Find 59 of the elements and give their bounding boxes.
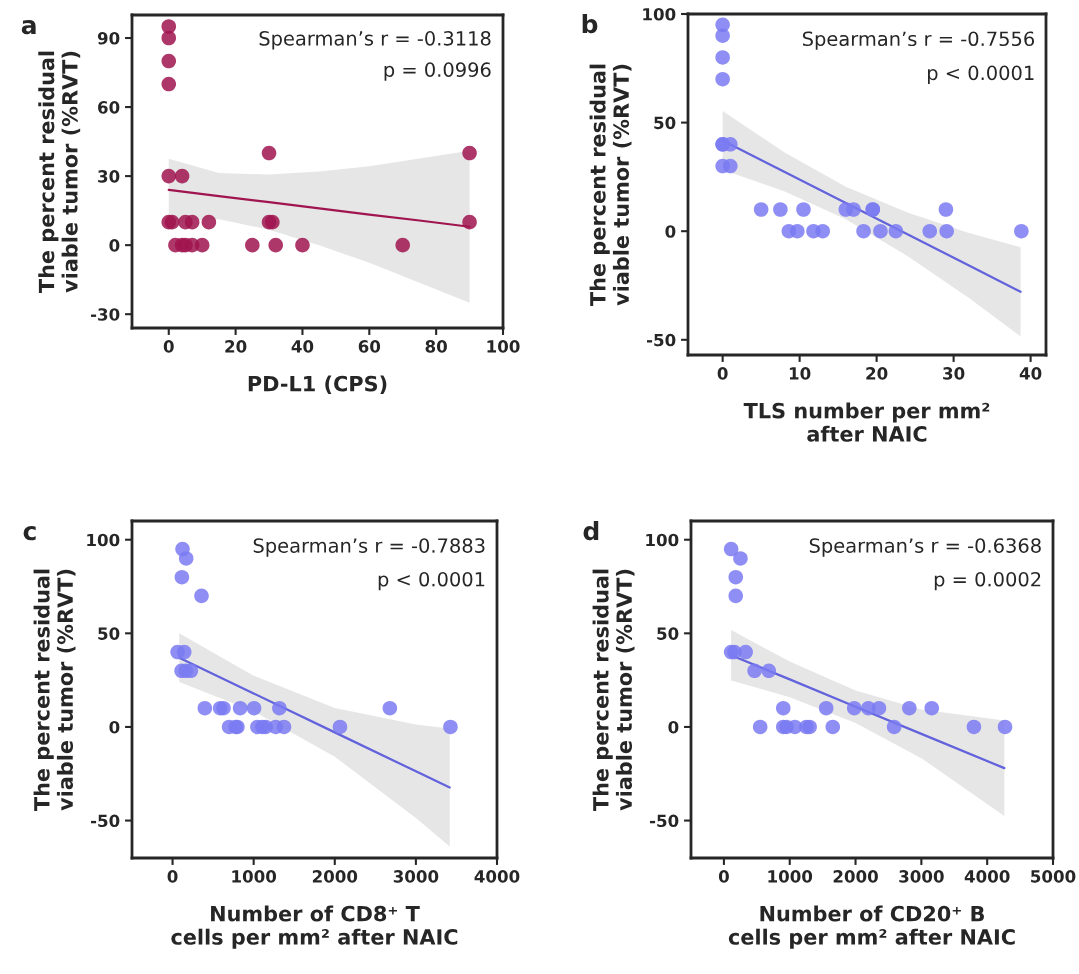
y-tick-label: -50: [649, 814, 679, 828]
chart-title: a: [21, 20, 36, 35]
annotation: Spearman’s r = -0.7556: [802, 31, 1035, 50]
annotation: p = 0.0996: [384, 62, 491, 81]
y-axis-title: The percent residual viable tumor (%RVT): [589, 64, 632, 306]
y-tick-label: 0: [109, 720, 120, 734]
x-tick-label: 80: [425, 340, 447, 353]
x-tick-label: 0: [167, 870, 178, 883]
y-tick-label: 0: [109, 239, 120, 252]
y-tick-label: 50: [657, 627, 679, 640]
x-tick-label: 20: [866, 367, 888, 380]
x-tick-label: 3000: [899, 870, 944, 883]
y-tick-label: 0: [668, 720, 679, 734]
y-tick-label: -30: [90, 308, 120, 321]
chart-title: b: [582, 14, 598, 34]
x-tick-label: 10: [789, 367, 811, 380]
annotation: p < 0.0001: [927, 65, 1034, 84]
y-axis-title: The percent residual viable tumor (%RVT): [38, 51, 81, 293]
x-tick-label: 0: [718, 870, 729, 883]
x-tick-label: 5000: [1031, 870, 1076, 883]
y-tick-label: 30: [98, 170, 120, 183]
x-tick-label: 20: [225, 340, 247, 353]
x-axis-title: Number of CD8⁺ T cells per mm² after NAIC: [171, 905, 458, 949]
annotation: Spearman’s r = -0.3118: [259, 30, 491, 50]
chart-title: d: [583, 521, 599, 541]
y-axis-title: The percent residual viable tumor (%RVT): [592, 569, 635, 811]
annotation: Spearman’s r = -0.6368: [809, 538, 1041, 557]
y-tick-label: 0: [665, 225, 676, 238]
x-tick-label: 1000: [232, 870, 277, 883]
y-tick-label: 50: [654, 116, 676, 130]
y-tick-label: 50: [98, 627, 120, 640]
y-tick-label: 100: [87, 533, 120, 547]
x-tick-label: 4000: [964, 870, 1010, 883]
x-axis-title: TLS number per mm² after NAIC: [743, 402, 990, 442]
x-tick-label: 3000: [393, 870, 439, 883]
x-tick-label: 60: [358, 340, 381, 353]
x-tick-label: 40: [1019, 367, 1042, 380]
x-tick-label: 2000: [312, 870, 358, 883]
x-tick-label: 2000: [833, 870, 878, 883]
x-axis-title: PD-L1 (CPS): [248, 375, 387, 394]
y-tick-label: -50: [90, 814, 120, 828]
x-tick-label: 40: [291, 340, 314, 353]
x-axis-title: Number of CD20⁺ B cells per mm² after NAIC: [728, 905, 1015, 949]
annotation: Spearman’s r = -0.7883: [253, 538, 485, 557]
x-tick-label: 0: [717, 367, 728, 380]
x-tick-label: 1000: [768, 870, 813, 883]
annotation: p = 0.0002: [934, 571, 1041, 591]
y-tick-label: 60: [98, 101, 120, 114]
y-tick-label: -50: [646, 333, 676, 347]
annotation: p < 0.0001: [378, 571, 485, 591]
x-tick-label: 30: [943, 367, 965, 380]
x-tick-label: 100: [487, 340, 520, 353]
x-tick-label: 4000: [474, 870, 520, 883]
y-tick-label: 100: [643, 7, 676, 21]
x-tick-label: 0: [163, 340, 174, 353]
y-tick-label: 100: [646, 533, 679, 547]
chart-title: c: [23, 526, 36, 541]
y-tick-label: 90: [97, 31, 120, 45]
y-axis-title: The percent residual viable tumor (%RVT): [33, 569, 76, 811]
